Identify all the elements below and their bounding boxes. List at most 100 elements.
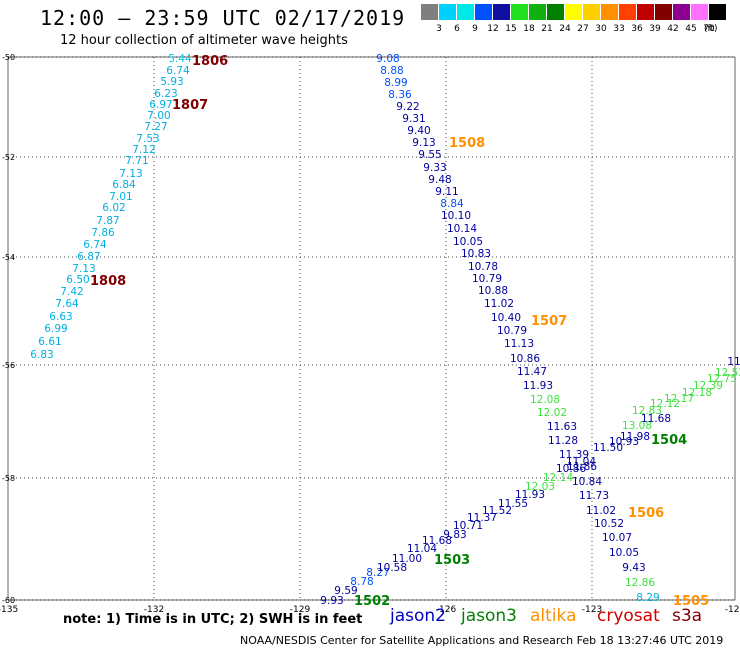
- wave-height-value: 9.31: [402, 113, 425, 125]
- scale-label: 15: [505, 24, 517, 34]
- lon-tick-label: -129: [290, 605, 311, 615]
- page-subtitle: 12 hour collection of altimeter wave hei…: [60, 33, 348, 48]
- wave-height-value: 9.13: [412, 137, 435, 149]
- footer-credit: NOAA/NESDIS Center for Satellite Applica…: [240, 634, 724, 647]
- scale-swatch: [619, 4, 636, 20]
- wave-height-value: 10.52: [594, 518, 624, 530]
- wave-height-value: 11.93: [523, 380, 553, 392]
- pass-time-label: 1508: [449, 136, 485, 151]
- wave-height-value: 9.83: [443, 529, 466, 541]
- lon-tick-label: -132: [144, 605, 164, 615]
- wave-height-value: 11.52: [482, 505, 512, 517]
- wave-height-value: 7.01: [109, 191, 132, 203]
- scale-swatch: [637, 4, 654, 20]
- lat-tick-label: -50: [2, 53, 15, 62]
- lon-tick-label: -123: [582, 605, 602, 615]
- wave-height-value: 11.73: [579, 490, 609, 502]
- pass-time-label: 1506: [628, 506, 664, 521]
- scale-label: 18: [523, 24, 535, 34]
- scale-label: 24: [559, 24, 571, 34]
- wave-height-value: 9.55: [418, 149, 441, 161]
- legend-jason2: jason2: [390, 606, 446, 626]
- scale-swatch: [457, 4, 474, 20]
- scale-swatch: [709, 4, 726, 20]
- wave-height-value: 6.84: [112, 179, 136, 191]
- pass-time-label: 1806: [192, 54, 228, 69]
- wave-height-value: 6.23: [154, 88, 177, 100]
- scale-swatch: [493, 4, 510, 20]
- wave-height-value: 6.02: [102, 202, 125, 214]
- wave-height-value: 8.88: [380, 65, 403, 77]
- wave-height-value: 9.11: [435, 186, 458, 198]
- wave-height-value: 12.03: [525, 481, 555, 493]
- wave-height-value: 11.47: [517, 366, 547, 378]
- wave-height-value: 10.84: [572, 476, 602, 488]
- wave-height-value: 11.37: [467, 512, 497, 524]
- wave-height-value: 10.07: [602, 532, 632, 544]
- scale-swatch: [691, 4, 708, 20]
- scale-swatch: [583, 4, 600, 20]
- footer-note: note: 1) Time is in UTC; 2) SWH is in fe…: [63, 612, 363, 627]
- wave-height-value: 10.86: [510, 353, 540, 365]
- wave-height-value: 8.36: [388, 89, 412, 101]
- wave-height-value: 10.71: [453, 520, 483, 532]
- scale-label: 6: [454, 24, 460, 34]
- wave-height-value: 7.12: [132, 144, 155, 156]
- wave-height-value: 11.68: [422, 535, 452, 547]
- wave-height-value: 6.74: [83, 239, 107, 251]
- wave-height-value: 10.78: [468, 261, 498, 273]
- pass-time-label: 1807: [172, 98, 208, 113]
- map-frame: [7, 56, 736, 601]
- wave-height-value: 7.13: [119, 168, 142, 180]
- wave-height-value: 11.02: [484, 298, 514, 310]
- pass-time-label: 1502: [354, 594, 390, 609]
- wave-height-value: 5.93: [160, 76, 183, 88]
- legend-s3a: s3a: [672, 606, 703, 626]
- wave-height-value: 12.18: [682, 387, 712, 399]
- wave-height-value: 12.83: [632, 405, 662, 417]
- wave-height-value: 8.78: [350, 576, 373, 588]
- scale-label: 36: [631, 24, 643, 34]
- pass-time-label: 1808: [90, 274, 126, 289]
- scale-label: 27: [577, 24, 589, 34]
- scale-label: 3: [436, 24, 442, 34]
- scale-swatch: [601, 4, 618, 20]
- wave-height-value: 9.33: [423, 162, 446, 174]
- wave-height-value: 7.27: [144, 121, 167, 133]
- scale-label: 21: [541, 24, 553, 34]
- scale-swatch: [475, 4, 492, 20]
- scale-swatch: [673, 4, 690, 20]
- wave-height-value: 11: [727, 356, 740, 368]
- wave-height-value: 6.61: [38, 336, 61, 348]
- wave-height-value: 8.84: [440, 198, 464, 210]
- legend-cryosat: cryosat: [597, 606, 660, 626]
- scale-label: 70: [703, 24, 715, 34]
- wave-height-value: 11.63: [547, 421, 577, 433]
- scale-unit: (ft): [704, 24, 718, 34]
- wave-height-value: 6.97: [149, 99, 172, 111]
- scale-swatch: [421, 4, 438, 20]
- wave-height-value: 10.58: [377, 562, 407, 574]
- wave-height-value: 11.98: [620, 431, 650, 443]
- wave-height-value: 7.71: [125, 155, 148, 167]
- wave-height-value: 7.42: [60, 286, 83, 298]
- wave-height-value: 7.13: [72, 263, 95, 275]
- scale-swatch: [511, 4, 528, 20]
- lon-tick-label: -120: [725, 605, 740, 615]
- wave-height-value: 11.28: [548, 435, 578, 447]
- legend-altika: altika: [530, 606, 577, 626]
- wave-height-value: 10.40: [491, 312, 521, 324]
- scale-swatch: [439, 4, 456, 20]
- page-title: 12:00 – 23:59 UTC 02/17/2019: [40, 6, 406, 30]
- wave-height-value: 12.08: [530, 394, 560, 406]
- wave-height-value: 6.99: [44, 323, 67, 335]
- wave-height-value: 12.12: [650, 398, 680, 410]
- wave-height-value: 6.87: [77, 251, 100, 263]
- wave-height-value: 11.04: [407, 543, 437, 555]
- legend-jason3: jason3: [461, 606, 517, 626]
- wave-height-value: 11.68: [641, 413, 671, 425]
- lat-tick-label: -58: [2, 474, 15, 483]
- wave-height-value: 10.14: [447, 223, 477, 235]
- scale-label: 12: [487, 24, 499, 34]
- lon-tick-label: -126: [436, 605, 457, 615]
